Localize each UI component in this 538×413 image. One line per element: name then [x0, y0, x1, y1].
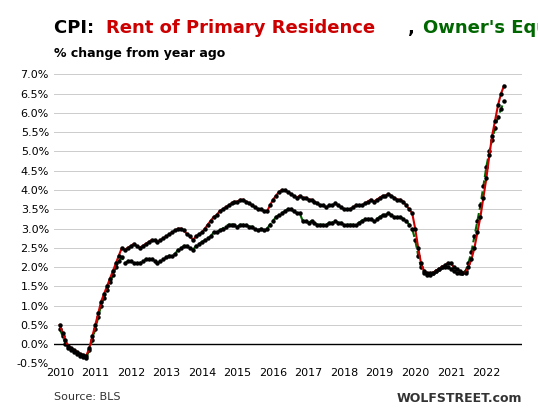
Text: Owner's Equivalent of Rent: Owner's Equivalent of Rent [423, 19, 538, 37]
Text: Source: BLS: Source: BLS [54, 392, 121, 402]
Text: ,: , [408, 19, 421, 37]
Text: % change from year ago: % change from year ago [54, 47, 225, 60]
Text: CPI:: CPI: [54, 19, 100, 37]
Text: Rent of Primary Residence: Rent of Primary Residence [106, 19, 375, 37]
Text: WOLFSTREET.com: WOLFSTREET.com [397, 392, 522, 405]
